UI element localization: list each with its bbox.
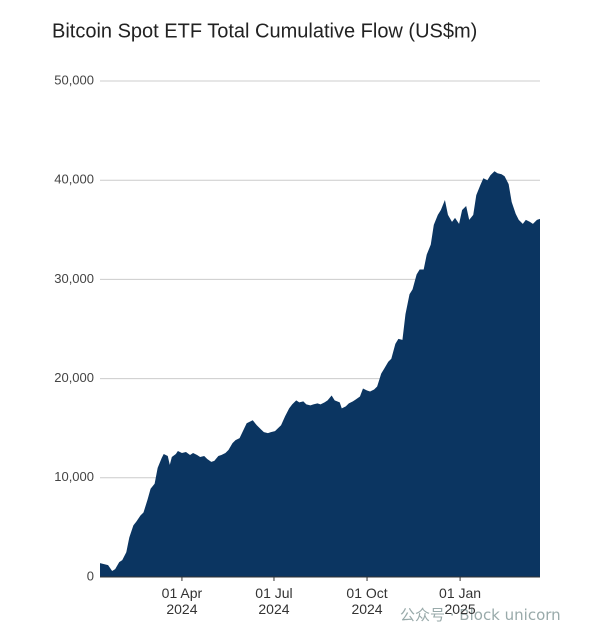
y-tick-label: 0: [87, 568, 94, 583]
x-tick-label: 01 Jan 2025: [439, 585, 482, 617]
y-tick-label: 10,000: [54, 469, 94, 484]
x-tick-label: 01 Apr 2024: [161, 585, 203, 617]
y-tick-label: 20,000: [54, 370, 94, 385]
y-tick-label: 50,000: [54, 72, 94, 87]
chart-title: Bitcoin Spot ETF Total Cumulative Flow (…: [52, 20, 477, 42]
watermark: 公众号 · Block unicorn: [400, 606, 561, 624]
x-tick-label: 01 Jul 2024: [255, 585, 293, 617]
x-tick-label: 01 Oct 2024: [346, 585, 388, 617]
area: [100, 171, 540, 577]
y-tick-label: 30,000: [54, 271, 94, 286]
y-tick-label: 40,000: [54, 172, 94, 187]
